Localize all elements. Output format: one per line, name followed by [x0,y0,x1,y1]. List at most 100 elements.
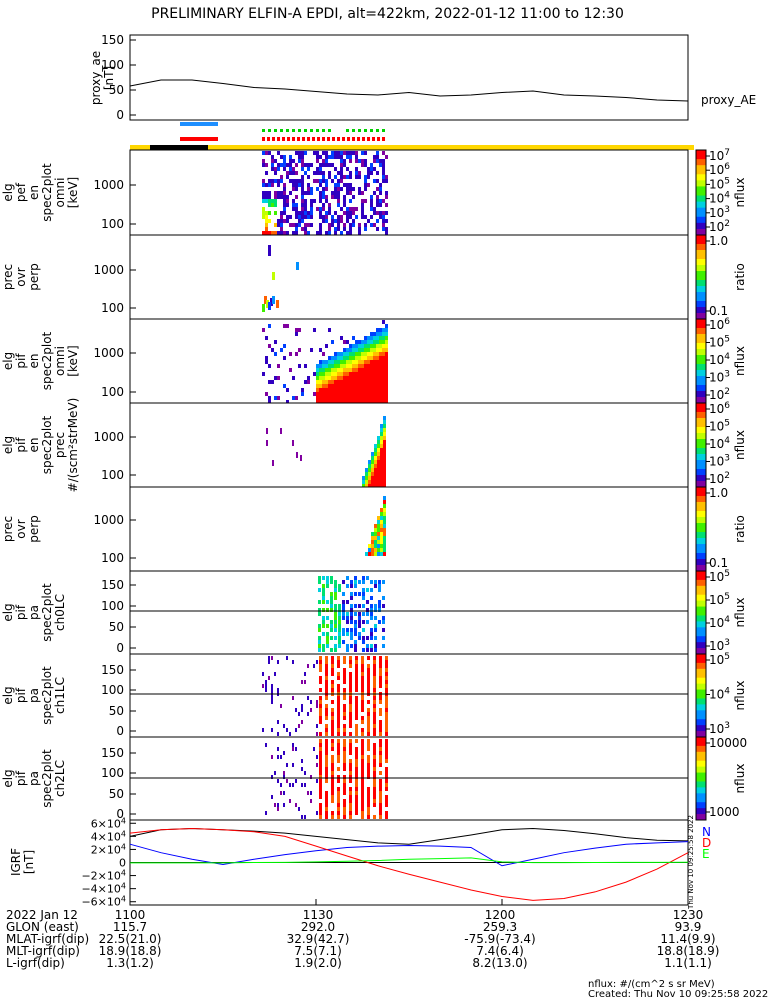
spec-cell [307,163,310,167]
spec-cell [319,783,322,787]
colorbar-tick-label: 102 [709,387,730,402]
spec-cell [295,195,298,199]
colorbar-cell [696,636,706,640]
spec-cell [376,332,379,336]
spec-cell [385,400,388,404]
spec-cell [354,580,357,584]
colorbar-cell [696,627,706,631]
spec-cell [295,332,298,336]
footer-row-value: 1100 [114,908,146,922]
spec-cell [343,151,346,155]
spec-cell [343,724,346,728]
spec-cell [370,612,373,616]
spec-cell [310,708,312,712]
colorbar-cell [696,361,706,365]
spec-cell [316,732,318,736]
spec-cell [265,171,268,175]
spec-cell [331,759,334,763]
spec-cell [374,452,377,456]
colorbar-cell [696,618,706,622]
spec-cell [365,476,368,480]
spec-cell [331,700,334,704]
colorbar-cell [696,719,706,723]
spec-cell [376,187,379,191]
spec-cell [383,420,386,424]
spec-cell [337,755,340,759]
spec-cell [380,520,383,524]
spec-cell [310,223,313,227]
spec-cell [379,743,382,747]
spec-cell [361,388,364,392]
spec-cell [362,596,365,600]
spec-cell [283,219,286,223]
spec-cell [322,191,325,195]
spec-cell [322,215,325,219]
spec-cell [371,540,374,544]
spec-cell [373,344,376,348]
spec-cell [319,227,322,231]
spec-cell [301,191,304,195]
spec-cell [343,223,346,227]
spec-cell [367,388,370,392]
panel-tick-label: 100 [101,385,124,399]
spec-cell [361,751,364,755]
spec-cell [274,231,277,235]
spec-cell [274,223,277,227]
spec-cell [379,356,382,360]
spec-cell [349,680,352,684]
spec-cell [382,400,385,404]
spec-cell [373,191,376,195]
spec-cell [274,191,277,195]
spec-cell [328,171,331,175]
spec-cell [382,616,385,620]
footer-row-value: 7.4(6.4) [476,944,524,958]
spec-cell [364,400,367,404]
spec-cell [338,640,341,644]
spec-cell [361,688,364,692]
spec-cell [271,380,274,384]
colorbar-cell [696,313,706,317]
spec-cell [343,739,346,743]
spec-cell [350,580,353,584]
spec-cell [325,688,328,692]
spec-cell [283,803,285,807]
spec-cell [262,684,264,688]
colorbar-tick-label: 105 [709,592,730,607]
spec-cell [338,612,341,616]
spec-cell [331,755,334,759]
spec-cell [301,159,304,163]
spec-cell [331,360,334,364]
colorbar-cell [696,674,706,679]
panel-tick-label: 100 [101,683,124,697]
spec-cell [349,215,352,219]
colorbar-cell [696,403,706,407]
spec-cell [385,795,388,799]
spec-cell [283,771,285,775]
spec-cell [331,763,334,767]
spec-cell [316,376,319,380]
colorbar-cell [696,695,706,699]
spec-cell [380,432,383,436]
spec-cell [334,636,337,640]
spec-cell [355,356,358,360]
colorbar-cell [696,692,706,696]
spec-cell [367,356,370,360]
spec-cell [342,616,345,620]
spec-cell [352,344,355,348]
spec-cell [343,384,346,388]
spec-cell [383,500,386,504]
colorbar-cell [696,784,706,788]
spec-cell [340,396,343,400]
spec-cell [367,799,370,803]
spec-cell [379,211,382,215]
spec-cell [355,388,358,392]
spec-cell [379,712,382,716]
spec-cell [373,759,376,763]
spec-cell [367,716,370,720]
colorbar-cell [696,529,706,533]
igrf-tick-label: 0 [119,857,126,870]
spec-cell [274,376,277,380]
spec-cell [361,684,364,688]
spec-cell [337,775,340,779]
spec-cell [316,388,319,392]
